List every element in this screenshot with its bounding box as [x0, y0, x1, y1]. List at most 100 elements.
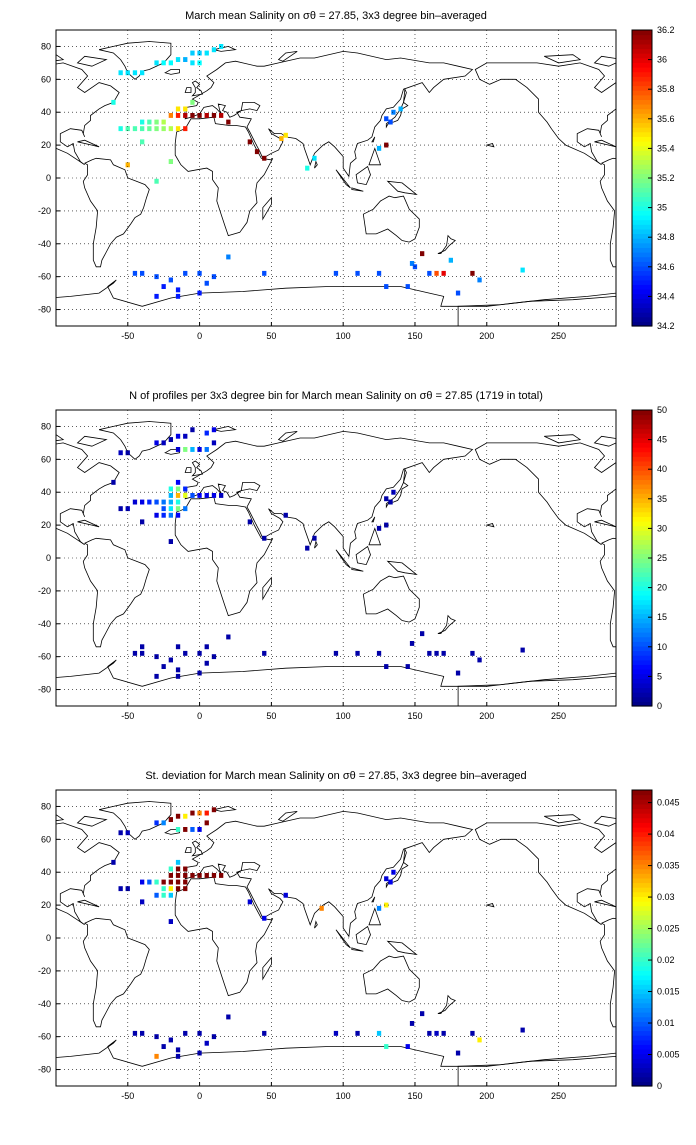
- data-cell: [175, 644, 181, 650]
- colorbar-segment: [632, 275, 652, 281]
- data-cell: [520, 1027, 525, 1033]
- landmass-outline: [56, 54, 65, 62]
- colorbar-segment: [632, 673, 652, 679]
- colorbar-tick-label: 0.035: [657, 861, 680, 871]
- data-cell: [211, 493, 217, 498]
- data-cell: [154, 119, 159, 125]
- colorbar-segment: [632, 854, 652, 860]
- data-cell: [254, 149, 260, 155]
- colorbar-tick-label: 0.025: [657, 924, 680, 934]
- data-cell: [175, 873, 181, 878]
- data-cell: [211, 427, 217, 433]
- colorbar-segment: [632, 539, 652, 545]
- chart-title: March mean Salinity on σθ = 27.85, 3x3 d…: [185, 10, 487, 22]
- data-cell: [175, 479, 181, 485]
- colorbar-segment: [632, 622, 652, 628]
- data-cell: [168, 657, 173, 663]
- colorbar-segment: [632, 799, 652, 805]
- data-cell: [262, 270, 267, 276]
- colorbar-segment: [632, 682, 652, 689]
- grid-lines: [56, 790, 616, 1086]
- data-cell: [161, 60, 166, 66]
- colorbar-segment: [632, 919, 652, 925]
- colorbar-segment: [632, 590, 652, 596]
- data-cells: [111, 807, 525, 1059]
- colorbar-segment: [632, 187, 652, 193]
- data-cell: [168, 60, 173, 66]
- colorbar-segment: [632, 414, 652, 420]
- colorbar-segment: [632, 224, 652, 230]
- data-cell: [147, 119, 152, 125]
- colorbar-segment: [632, 664, 652, 670]
- colorbar-segment: [632, 979, 652, 985]
- data-cell: [283, 512, 288, 518]
- data-cell: [376, 905, 382, 911]
- colorbar-segment: [632, 827, 652, 833]
- data-cell: [190, 447, 195, 452]
- data-cell: [175, 499, 181, 505]
- data-cell: [140, 644, 145, 650]
- data-cell: [183, 106, 188, 112]
- colorbar-segment: [632, 632, 652, 638]
- data-cell: [175, 486, 181, 492]
- data-cell: [125, 830, 130, 836]
- data-cell: [477, 657, 482, 663]
- data-cell: [125, 506, 130, 512]
- colorbar-segment: [632, 228, 652, 235]
- colorbar-segment: [632, 71, 652, 77]
- data-cell: [197, 1050, 202, 1056]
- colorbar-segment: [632, 511, 652, 517]
- colorbar-segment: [632, 599, 652, 605]
- colorbar-tick-label: 34.8: [657, 232, 675, 242]
- colorbar-segment: [632, 205, 652, 211]
- colorbar-segment: [632, 836, 652, 842]
- data-cell: [441, 650, 446, 656]
- colorbar-segment: [632, 298, 652, 304]
- colorbar-segment: [632, 173, 652, 179]
- landmass-outline: [351, 947, 364, 952]
- colorbar-segment: [632, 947, 652, 953]
- landmass-outline: [692, 497, 696, 615]
- y-tick-label: -80: [38, 305, 51, 315]
- data-cell: [175, 106, 181, 112]
- colorbar-segment: [632, 1021, 652, 1027]
- colorbar-tick-label: 34.2: [657, 321, 675, 331]
- landmass-outline: [77, 899, 100, 908]
- landmass-outline: [77, 139, 100, 148]
- chart-title: N of profiles per 3x3 degree bin for Mar…: [129, 390, 543, 402]
- landmass-outline: [184, 50, 474, 178]
- landmass-outline: [371, 136, 376, 143]
- data-cell: [283, 892, 288, 898]
- y-tick-label: -80: [38, 1065, 51, 1075]
- data-cell: [118, 70, 123, 76]
- data-cell: [190, 50, 195, 56]
- colorbar-segment: [632, 813, 652, 819]
- colorbar-segment: [632, 136, 652, 142]
- data-cell: [118, 450, 123, 456]
- y-tick-label: 0: [46, 553, 51, 563]
- data-cell: [161, 1044, 166, 1049]
- landmass-outline: [594, 519, 616, 528]
- colorbar-segment: [632, 896, 652, 902]
- data-cell: [219, 873, 224, 878]
- data-cells: [111, 44, 525, 299]
- landmass-outline: [191, 460, 204, 477]
- colorbar-segment: [632, 215, 652, 221]
- colorbar-segment: [632, 1049, 652, 1055]
- data-cell: [161, 879, 166, 885]
- colorbar-segment: [632, 131, 652, 137]
- landmass-outline: [99, 41, 172, 80]
- data-cell: [211, 440, 217, 446]
- colorbar-segment: [632, 307, 652, 313]
- data-cell: [219, 493, 224, 498]
- colorbar-segment: [632, 122, 652, 128]
- colorbar-segment: [632, 85, 652, 91]
- data-cell: [477, 277, 482, 283]
- colorbar-segment: [632, 1067, 652, 1073]
- landmass-outline: [262, 956, 272, 981]
- colorbar-segment: [632, 608, 652, 615]
- colorbar-segment: [632, 1016, 652, 1022]
- colorbar-segment: [632, 1002, 652, 1008]
- data-cell: [355, 650, 360, 656]
- colorbar-segment: [632, 595, 652, 601]
